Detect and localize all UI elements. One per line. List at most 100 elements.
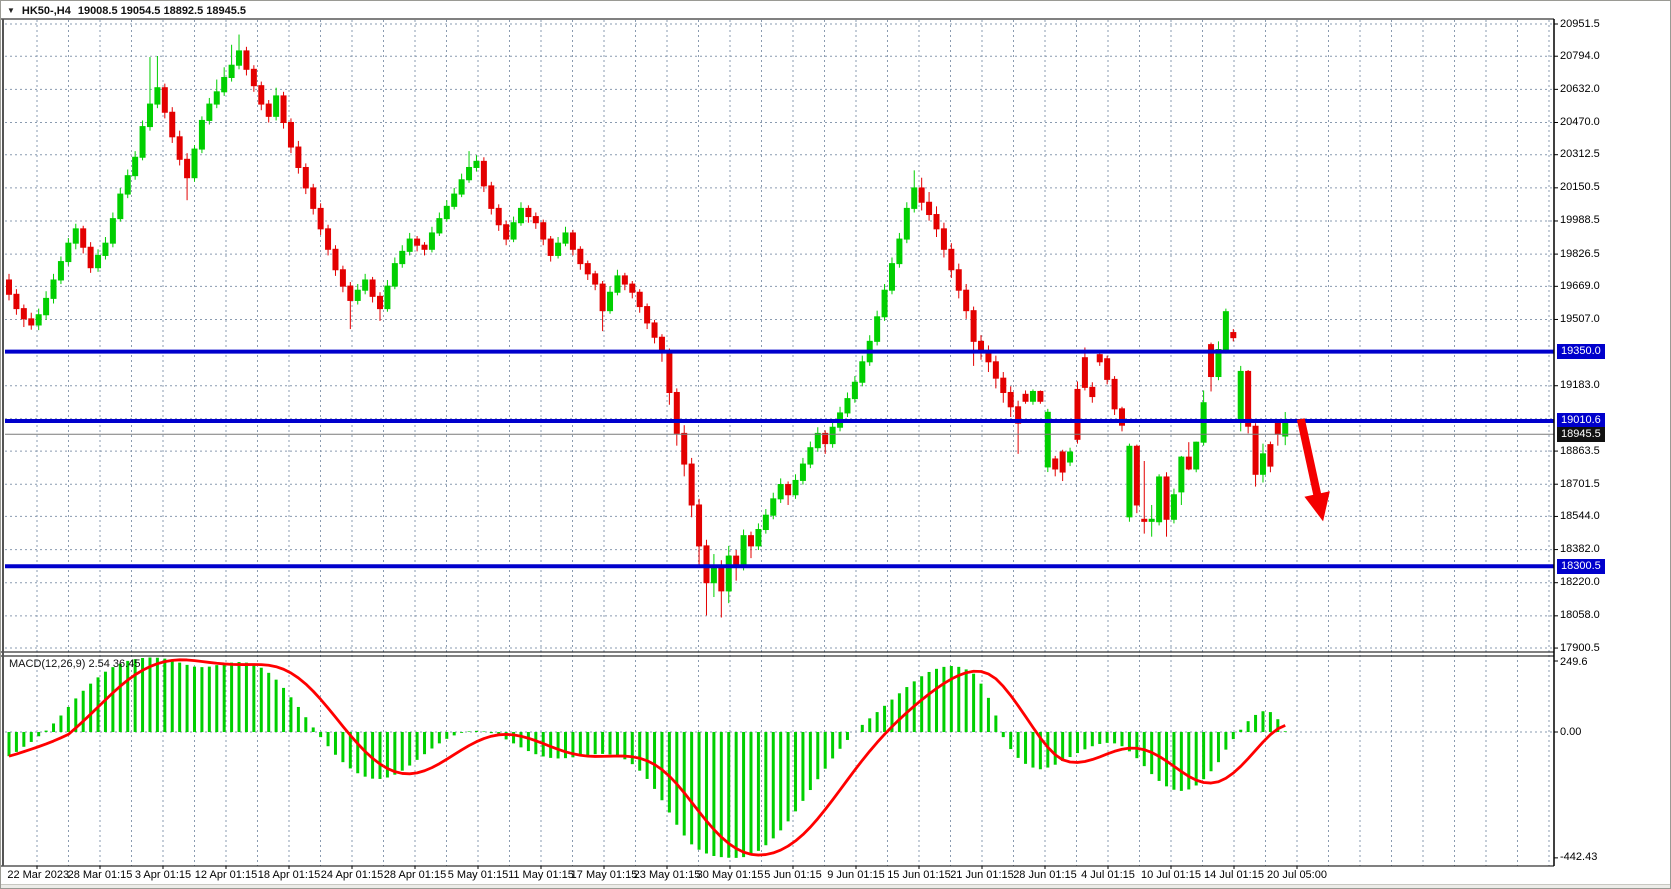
candle-body — [1170, 494, 1177, 520]
candle-body — [1111, 378, 1118, 410]
candle-body — [339, 269, 346, 287]
candle-body — [807, 447, 814, 465]
symbol-period-label: HK50-,H4 — [21, 4, 71, 17]
candle-body — [377, 295, 383, 310]
candle-body — [710, 565, 717, 584]
candle-body — [295, 146, 302, 168]
candle-body — [87, 246, 94, 269]
candle-body — [95, 254, 102, 269]
candle-body — [109, 218, 116, 244]
candle-body — [243, 50, 250, 70]
candle-body — [154, 87, 161, 105]
candle-body — [1237, 370, 1244, 423]
candle-body — [666, 351, 673, 393]
candle-body — [1222, 311, 1229, 351]
candle-body — [399, 250, 406, 265]
candle-body — [302, 166, 309, 189]
candle-body — [851, 381, 858, 400]
price-axis-label: 20470.0 — [1560, 115, 1600, 128]
candle-body — [1252, 425, 1259, 475]
candle-body — [43, 297, 50, 316]
candle-body — [1141, 518, 1148, 522]
candle-body — [1193, 441, 1200, 470]
candle-body — [859, 361, 866, 383]
candle-body — [673, 391, 680, 434]
candle-body — [443, 205, 450, 220]
candle-body — [80, 228, 87, 248]
candle-body — [1059, 451, 1066, 473]
candle-body — [1156, 476, 1163, 523]
time-axis-label: 28 Jun 01:15 — [1013, 869, 1077, 881]
candle-body — [473, 160, 480, 168]
candle-body — [250, 68, 257, 87]
time-axis-label: 10 Jul 01:15 — [1141, 869, 1201, 881]
candle-body — [1163, 476, 1170, 520]
price-axis-label: 20632.0 — [1560, 82, 1600, 95]
candle-body — [354, 289, 361, 301]
candle-body — [510, 222, 517, 240]
time-axis-label: 30 May 01:15 — [696, 869, 764, 881]
candle-body — [1126, 445, 1133, 518]
macd-axis-label: 0.00 — [1560, 725, 1582, 738]
candle-body — [317, 207, 324, 230]
candle-body — [176, 136, 183, 160]
candle-body — [169, 111, 176, 138]
candle-body — [1208, 344, 1215, 378]
candle-body — [369, 279, 376, 297]
time-axis-label: 3 Apr 01:15 — [134, 869, 192, 881]
candle-body — [599, 283, 606, 312]
candle-body — [1044, 411, 1051, 468]
price-axis-label: 18058.0 — [1560, 609, 1600, 622]
time-axis-label: 5 May 01:15 — [447, 869, 509, 881]
candle-body — [139, 126, 146, 158]
candle-body — [688, 463, 695, 506]
candle-body — [495, 207, 502, 226]
time-axis-label: 15 Jun 01:15 — [887, 869, 951, 881]
price-axis-label: 20150.5 — [1560, 181, 1600, 194]
time-axis-label: 9 Jun 01:15 — [827, 869, 885, 881]
candle-body — [770, 498, 777, 516]
candle-body — [614, 275, 621, 293]
macd-histogram-group[interactable] — [7, 657, 1287, 858]
candle-body — [555, 242, 562, 256]
candle-body — [198, 119, 205, 150]
symbol-dropdown-icon[interactable]: ▼ — [7, 5, 15, 15]
candle-body — [265, 103, 272, 117]
price-axis-label: 19826.5 — [1560, 247, 1600, 260]
down-arrow-annotation[interactable] — [1304, 491, 1330, 522]
candle-body — [547, 238, 554, 256]
candles-group[interactable] — [6, 34, 1289, 618]
candle-body — [451, 193, 458, 207]
window-bottom-edge — [1, 884, 1670, 888]
candle-body — [577, 248, 584, 265]
candle-body — [347, 285, 354, 301]
candle-body — [488, 185, 495, 209]
time-axis-label: 5 Jun 01:15 — [764, 869, 822, 881]
candle-body — [1104, 358, 1111, 380]
candle-body — [458, 179, 465, 195]
candle-body — [65, 242, 72, 263]
price-axis-label: 19669.0 — [1560, 279, 1600, 292]
candle-body — [1007, 391, 1014, 408]
candle-body — [1052, 458, 1059, 470]
candle-body — [762, 514, 769, 531]
macd-indicator-label: MACD(12,26,9) 2.54 36.45 — [9, 658, 141, 670]
time-axis-label: 28 Apr 01:15 — [383, 869, 447, 881]
time-axis-label: 24 Apr 01:15 — [320, 869, 384, 881]
candle-body — [658, 336, 665, 353]
time-axis-label: 21 Jun 01:15 — [950, 869, 1014, 881]
candle-body — [1274, 421, 1281, 435]
candle-body — [161, 87, 168, 113]
trend-arrow-shaft[interactable] — [1296, 418, 1323, 501]
hline-price-label: 18300.5 — [1557, 558, 1605, 574]
candle-body — [124, 175, 131, 195]
price-axis-label: 19183.0 — [1560, 379, 1600, 392]
candle-body — [874, 316, 881, 342]
candle-body — [696, 504, 703, 547]
candle-body — [918, 187, 925, 203]
candle-body — [480, 160, 487, 187]
candle-body — [503, 224, 510, 240]
candle-body — [428, 232, 435, 250]
